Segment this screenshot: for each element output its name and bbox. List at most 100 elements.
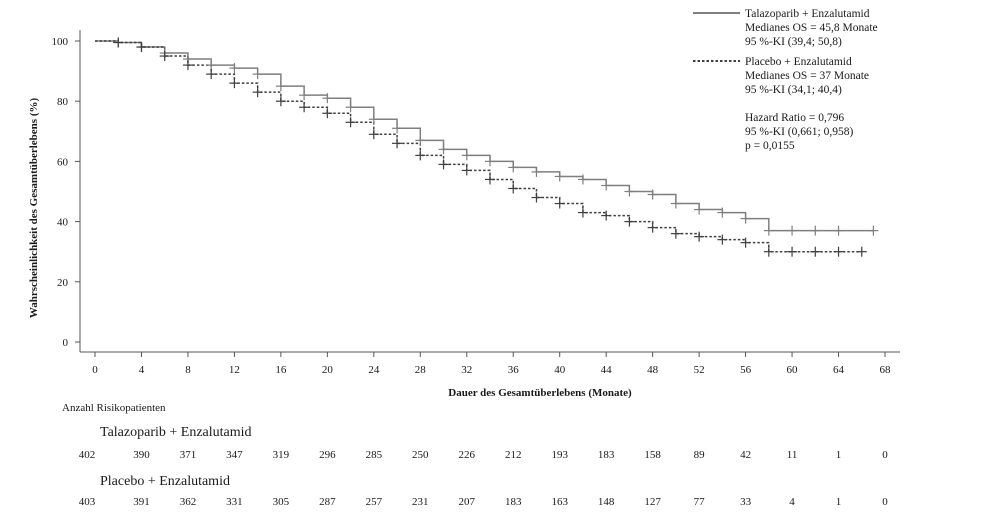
censor-mark <box>182 60 193 71</box>
censor-mark <box>206 60 217 71</box>
hazard-annotation: p = 0,0155 <box>745 140 795 152</box>
censor-mark <box>763 246 774 257</box>
censor-mark <box>252 87 263 98</box>
censor-mark <box>229 78 240 89</box>
censor-mark <box>136 42 147 53</box>
x-tick-label: 4 <box>139 364 145 376</box>
y-tick-label: 80 <box>57 96 69 108</box>
censor-mark <box>810 246 821 257</box>
censor-mark <box>694 204 705 215</box>
censor-mark <box>717 234 728 245</box>
censor-mark <box>299 90 310 101</box>
legend-detail: 95 %-KI (39,4; 50,8) <box>745 36 842 48</box>
legend-series-name: Placebo + Enzalutamid <box>745 56 852 68</box>
censor-mark <box>856 246 867 257</box>
censor-mark <box>368 129 379 140</box>
x-tick-label: 52 <box>694 364 705 376</box>
legend-detail: 95 %-KI (34,1; 40,4) <box>745 84 842 96</box>
censor-mark <box>345 102 356 113</box>
censor-mark <box>322 108 333 119</box>
censor-mark <box>438 159 449 170</box>
censor-mark <box>415 135 426 146</box>
censor-mark <box>740 213 751 224</box>
x-tick-label: 16 <box>275 364 287 376</box>
censor-mark <box>624 216 635 227</box>
censor-mark <box>810 225 821 236</box>
censor-mark <box>345 117 356 128</box>
censor-mark <box>508 162 519 173</box>
censor-mark <box>368 114 379 125</box>
x-tick-label: 40 <box>554 364 566 376</box>
x-tick-label: 0 <box>92 364 98 376</box>
censor-mark <box>554 171 565 182</box>
censor-mark <box>787 246 798 257</box>
censor-mark <box>601 180 612 191</box>
censor-mark <box>485 174 495 185</box>
y-axis-title: Wahrscheinlichkeit des Gesamtüberlebens … <box>28 98 40 319</box>
legend-detail: Medianes OS = 45,8 Monate <box>745 22 878 34</box>
censor-mark <box>275 81 286 92</box>
y-tick-label: 40 <box>57 217 69 229</box>
y-tick-label: 0 <box>63 337 69 349</box>
censor-mark <box>206 69 217 80</box>
hazard-annotation: 95 %-KI (0,661; 0,958) <box>745 126 853 138</box>
censor-mark <box>577 207 588 218</box>
censor-mark <box>763 225 774 236</box>
x-tick-label: 48 <box>647 364 659 376</box>
censor-mark <box>415 150 426 161</box>
censor-mark <box>485 156 495 167</box>
censor-mark <box>252 69 263 80</box>
censor-mark <box>322 93 333 104</box>
censor-mark <box>787 225 798 236</box>
y-tick-label: 20 <box>57 277 69 289</box>
hazard-annotation: Hazard Ratio = 0,796 <box>745 112 844 124</box>
censor-mark <box>670 228 681 239</box>
censor-mark <box>577 174 588 185</box>
x-tick-label: 60 <box>787 364 799 376</box>
x-axis-title: Dauer des Gesamtüberlebens (Monate) <box>448 387 632 399</box>
x-tick-label: 20 <box>322 364 334 376</box>
censor-mark <box>833 225 844 236</box>
x-tick-label: 44 <box>601 364 613 376</box>
x-tick-label: 56 <box>740 364 752 376</box>
censor-mark <box>554 198 565 209</box>
x-tick-label: 36 <box>508 364 520 376</box>
censor-mark <box>299 102 310 113</box>
censor-mark <box>624 186 635 197</box>
censor-mark <box>670 198 681 209</box>
censor-mark <box>229 63 240 74</box>
censor-mark <box>647 222 658 233</box>
legend-detail: Medianes OS = 37 Monate <box>745 70 869 82</box>
censor-mark <box>392 138 403 149</box>
censor-mark <box>461 165 472 176</box>
censor-mark <box>717 207 728 218</box>
censor-mark <box>694 231 705 242</box>
censor-mark <box>531 192 542 203</box>
censor-mark <box>740 237 751 248</box>
y-tick-label: 100 <box>52 36 69 48</box>
censor-mark <box>508 183 519 194</box>
censor-mark <box>531 166 542 177</box>
censor-mark <box>461 150 472 161</box>
censor-mark <box>275 96 286 107</box>
y-tick-label: 60 <box>57 156 69 168</box>
axes: 0 4 8 12 16 20 24 28 32 36 40 44 48 52 56 60 64 680204060… <box>52 30 900 376</box>
censor-mark <box>833 246 844 257</box>
x-tick-label: 28 <box>415 364 427 376</box>
censor-mark <box>159 51 170 62</box>
x-tick-label: 64 <box>833 364 845 376</box>
censor-mark <box>868 225 879 236</box>
censor-mark <box>601 210 612 221</box>
x-tick-label: 8 <box>185 364 191 376</box>
x-tick-label: 12 <box>229 364 240 376</box>
censor-mark <box>647 189 658 200</box>
x-tick-label: 68 <box>880 364 892 376</box>
x-tick-label: 24 <box>368 364 380 376</box>
legend-series-name: Talazoparib + Enzalutamid <box>745 8 870 20</box>
censor-mark <box>113 37 124 48</box>
censor-marks <box>113 37 879 257</box>
censor-mark <box>438 144 449 155</box>
legend: Talazoparib + Enzalutamid Medianes OS = 4… <box>693 8 878 152</box>
x-tick-label: 32 <box>461 364 472 376</box>
